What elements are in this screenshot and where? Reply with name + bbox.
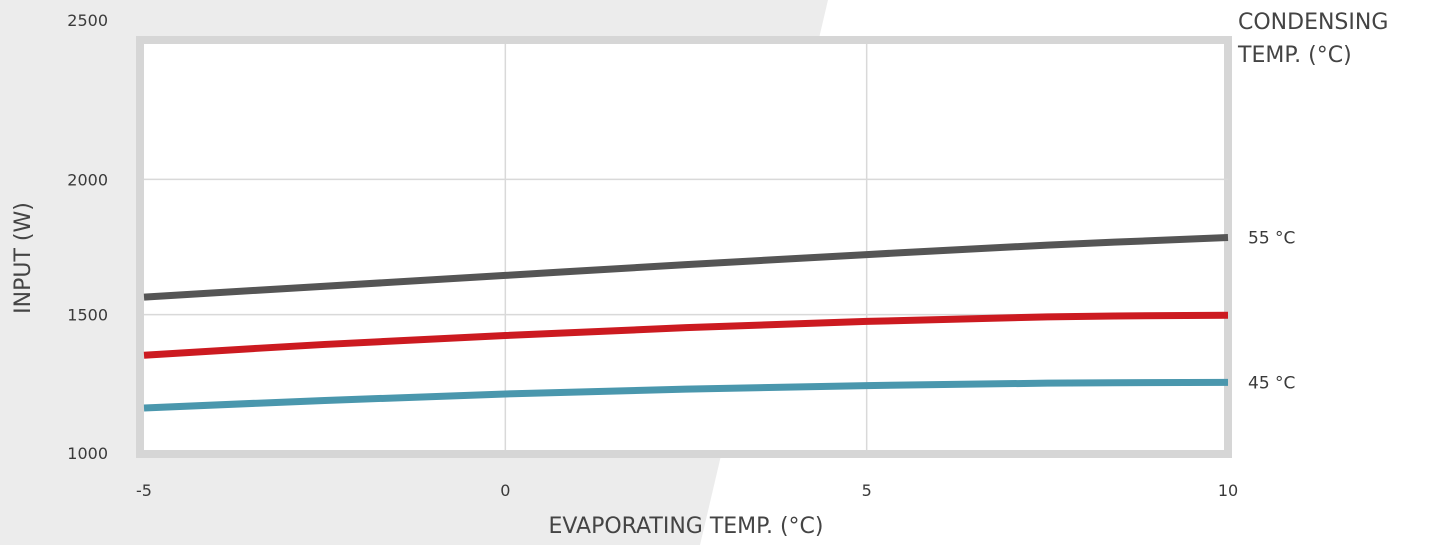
legend-title-line-2: TEMP. (°C) [1237, 43, 1352, 68]
y-tick-label: 2500 [67, 11, 108, 30]
x-tick-label: 5 [862, 481, 872, 500]
x-tick-label: 10 [1218, 481, 1238, 500]
series-labels: 55 °C 45 °C [1248, 229, 1295, 394]
tick-labels: -5 0 5 10 1000 1500 2000 2500 [67, 11, 1238, 500]
x-axis-title: EVAPORATING TEMP. (°C) [548, 514, 823, 539]
series-line-0 [143, 234, 1229, 301]
y-tick-label: 1000 [67, 444, 108, 463]
y-tick-label: 2000 [67, 170, 108, 189]
series-line-2 [143, 378, 1229, 412]
y-axis-title: INPUT (W) [11, 202, 36, 314]
x-tick-label: -5 [136, 481, 152, 500]
y-tick-label: 1500 [67, 306, 108, 325]
series-label-0: 55 °C [1248, 229, 1295, 249]
series-line-1 [143, 311, 1229, 359]
legend-title-line-1: CONDENSING [1238, 10, 1388, 35]
series-label-2: 45 °C [1248, 373, 1295, 393]
x-tick-label: 0 [500, 481, 510, 500]
series-lines [143, 234, 1229, 412]
